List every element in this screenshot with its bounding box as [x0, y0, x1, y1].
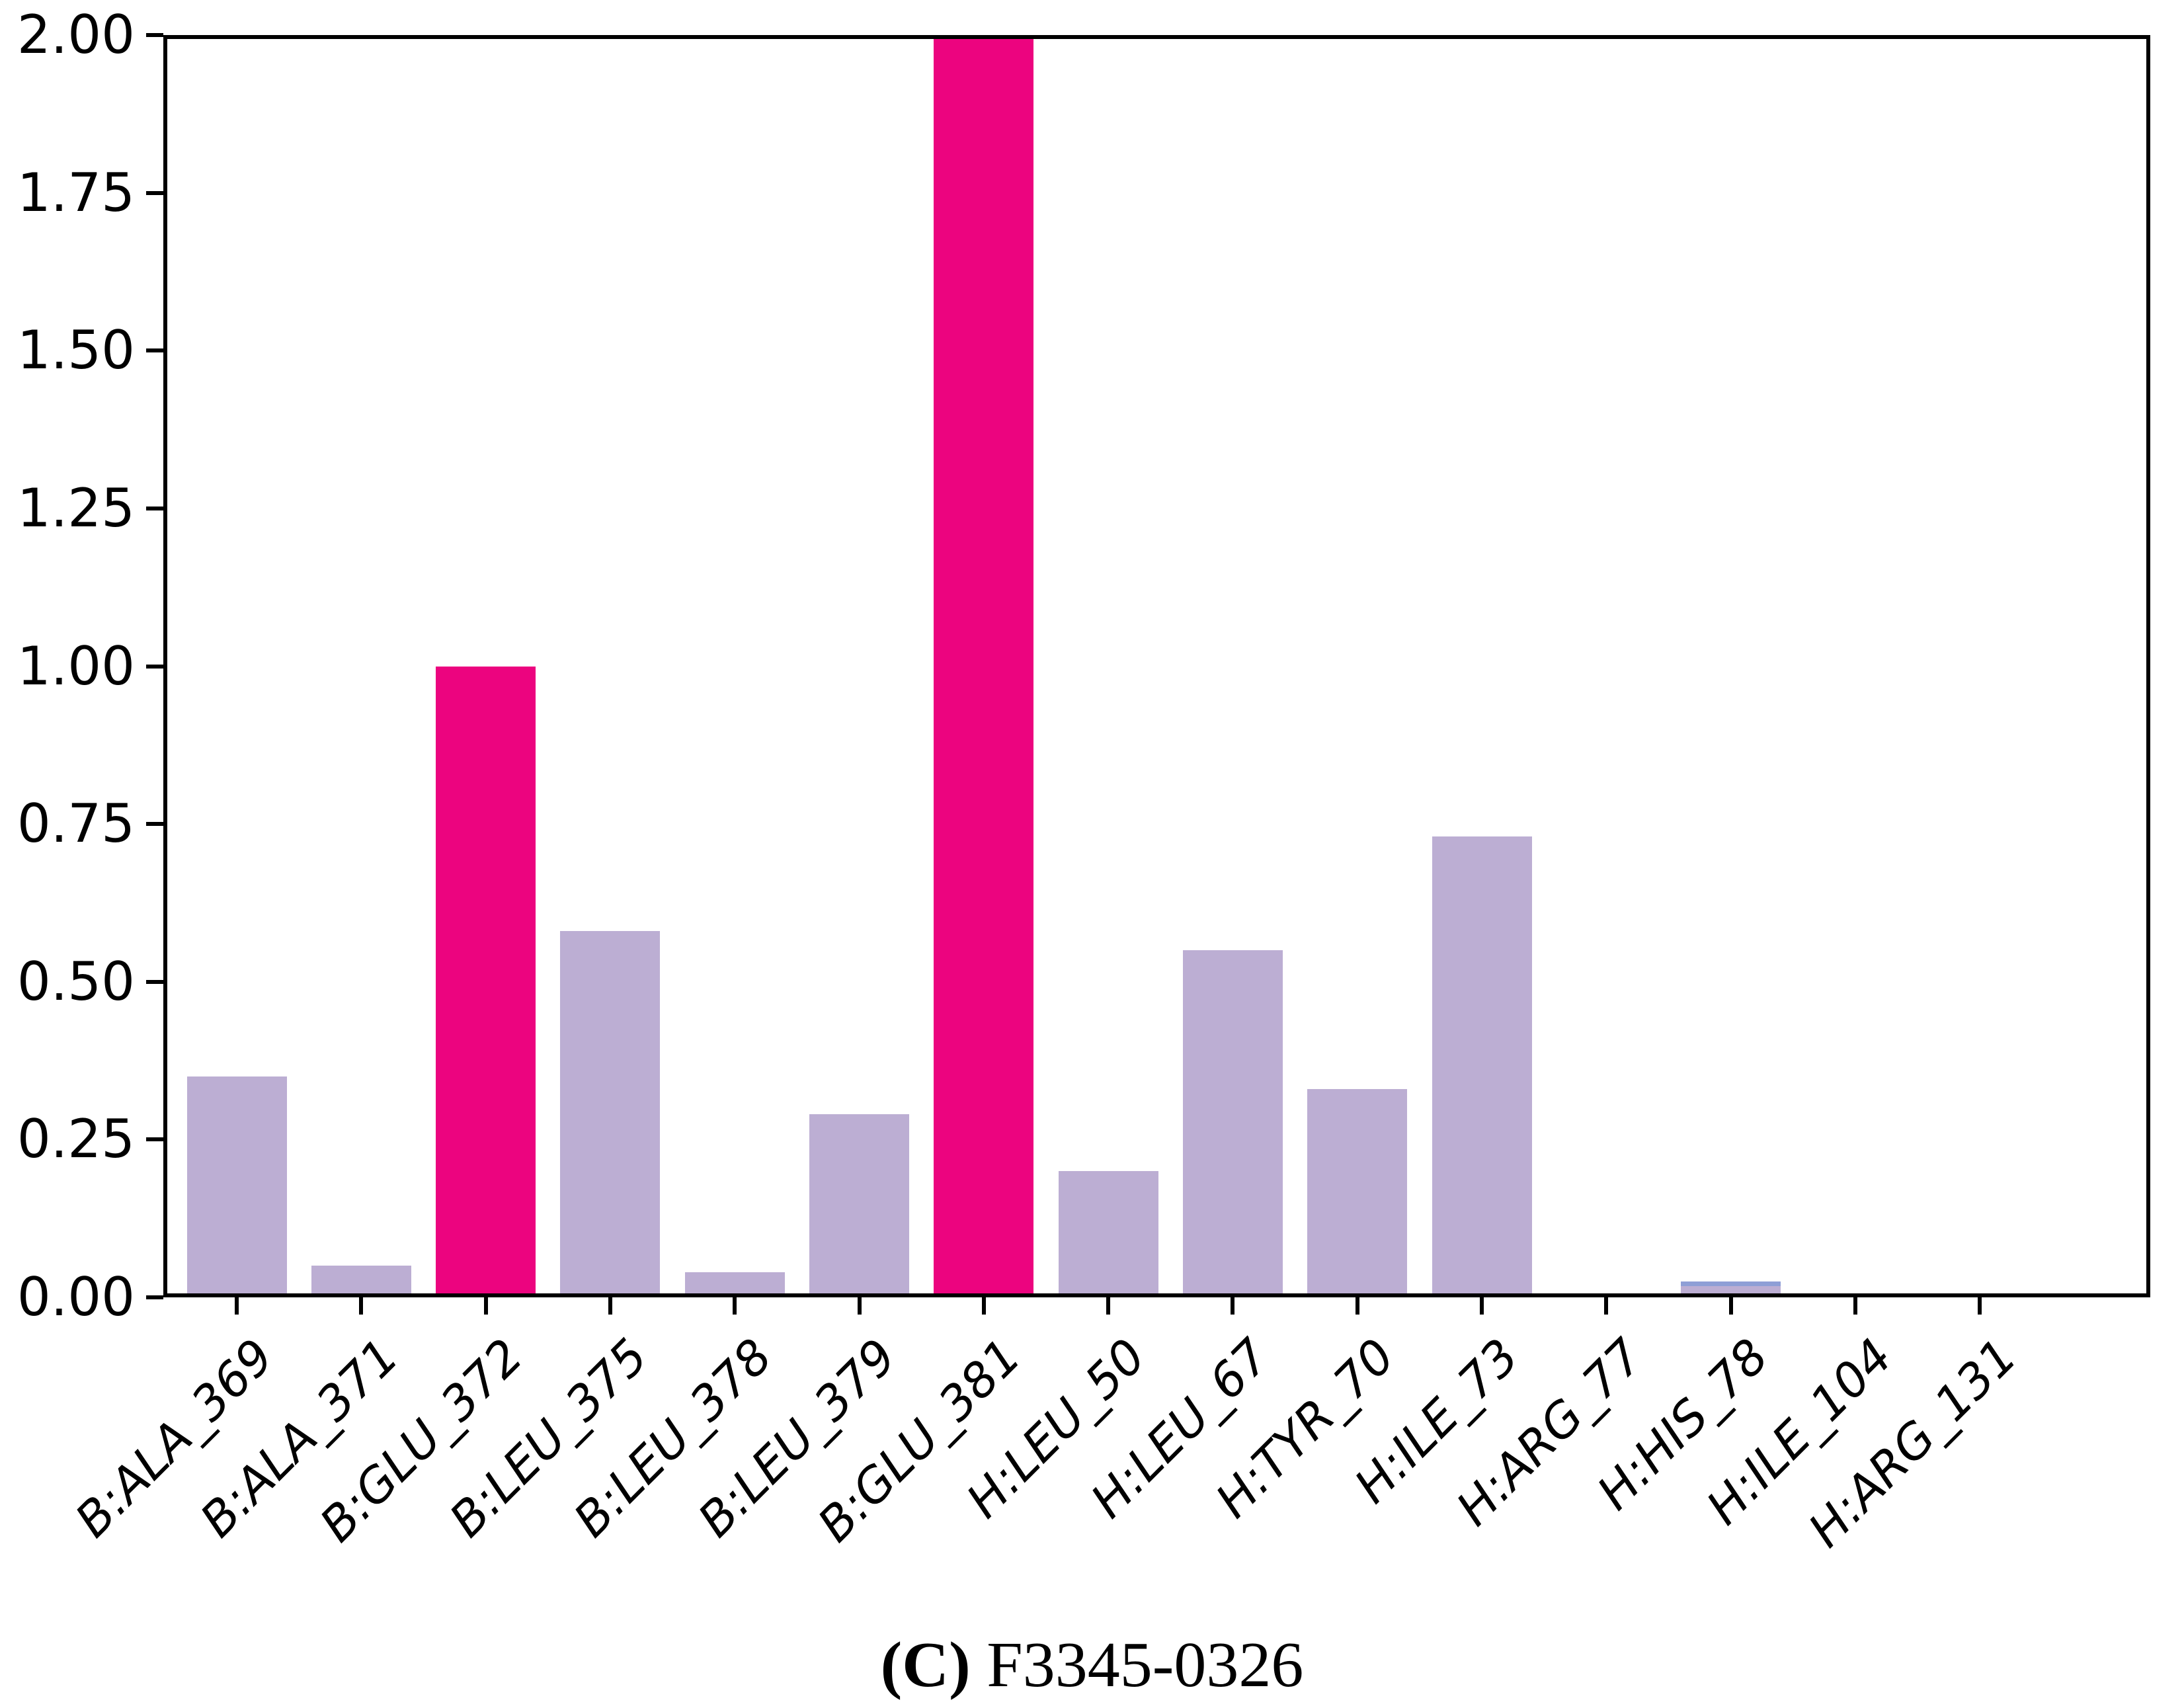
bar-H:HIS_78: [1681, 1281, 1781, 1297]
x-axis-tick: [1480, 1297, 1484, 1315]
y-axis-tick-label: 0.25: [17, 1108, 135, 1170]
caption-compound-id: F3345-0326: [987, 1629, 1304, 1701]
caption-panel-letter: (C): [880, 1629, 971, 1701]
y-axis-tick-label: 1.25: [17, 477, 135, 539]
x-axis-tick: [1106, 1297, 1111, 1315]
bar-B:LEU_379: [809, 1114, 909, 1297]
y-axis-tick: [146, 979, 163, 984]
x-axis-tick: [857, 1297, 862, 1315]
x-axis-tick: [1853, 1297, 1857, 1315]
y-axis-tick: [146, 1295, 163, 1299]
y-axis-tick-label: 0.50: [17, 950, 135, 1012]
x-axis-tick: [1604, 1297, 1609, 1315]
y-axis-tick-label: 0.75: [17, 793, 135, 855]
bar-B:ALA_371: [311, 1266, 411, 1297]
x-axis-tick: [981, 1297, 986, 1315]
x-axis-tick: [1728, 1297, 1733, 1315]
y-axis-tick-label: 0.00: [17, 1266, 135, 1328]
x-axis-tick: [733, 1297, 737, 1315]
bar-B:GLU_381: [934, 35, 1034, 1297]
bar-B:LEU_378: [684, 1272, 785, 1297]
y-axis-tick-label: 1.00: [17, 635, 135, 697]
y-axis-tick: [146, 348, 163, 353]
y-axis-tick: [146, 1137, 163, 1142]
bar-B:LEU_375: [560, 931, 661, 1297]
bar-H:LEU_67: [1182, 950, 1283, 1297]
y-axis-tick: [146, 33, 163, 37]
x-axis-tick: [1355, 1297, 1359, 1315]
y-axis-tick-label: 2.00: [17, 4, 135, 65]
bar-B:GLU_372: [436, 666, 536, 1297]
x-axis-tick: [608, 1297, 612, 1315]
y-axis-tick: [146, 822, 163, 827]
chart-caption: (C) F3345-0326: [0, 1628, 2184, 1702]
x-axis-tick: [359, 1297, 364, 1315]
x-axis-tick: [1978, 1297, 1982, 1315]
y-axis-tick-label: 1.50: [17, 319, 135, 382]
x-axis-tick: [483, 1297, 488, 1315]
bar-H:LEU_50: [1058, 1171, 1158, 1297]
x-axis-tick: [235, 1297, 239, 1315]
y-axis-tick-label: 1.75: [17, 161, 135, 223]
bar-H:TYR_70: [1307, 1089, 1408, 1297]
y-axis-tick: [146, 190, 163, 195]
y-axis-tick: [146, 506, 163, 510]
x-axis-tick: [1231, 1297, 1235, 1315]
y-axis-tick: [146, 664, 163, 669]
bar-H:ILE_73: [1432, 836, 1532, 1297]
bar-B:ALA_369: [186, 1076, 287, 1297]
